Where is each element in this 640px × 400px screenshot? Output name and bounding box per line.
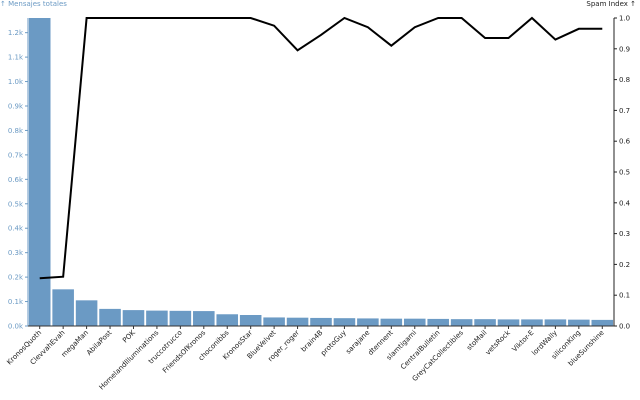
bar-stoMail <box>474 319 496 326</box>
bar-slamtigami <box>403 318 426 326</box>
x-tick-label: stoMail <box>465 329 488 352</box>
y-right-tick-label: 0.1 <box>619 292 630 300</box>
spam-index-line <box>39 16 603 280</box>
y-left-tick-label: 0.8k <box>8 127 24 135</box>
bar-FriendsOfKronos <box>193 311 215 326</box>
bar-siliconKing <box>568 319 590 326</box>
bar-KronosStar <box>239 315 262 326</box>
x-tick-label: POK <box>121 328 137 344</box>
bar-truccotrucco <box>169 310 192 326</box>
y-left-tick-label: 0.1k <box>8 298 24 306</box>
bar-choconibbs <box>216 314 239 326</box>
y-axis-left-title: ↑ Mensajes totales <box>0 0 67 8</box>
bar-dtennent <box>380 318 403 326</box>
bar-lordWally <box>544 319 567 326</box>
y-right-tick-label: 0.8 <box>619 76 630 84</box>
y-right-tick-label: 0.5 <box>619 169 630 177</box>
bar-Viktor-E <box>521 319 543 326</box>
y-axis-left: 0.0k 0.1k 0.2k 0.3k 0.4k 0.5k 0.6k 0.7k 0.8k 0.9k… <box>8 18 29 331</box>
y-left-tick-label: 0.0k <box>8 323 24 331</box>
bar-BlueVelvet <box>263 317 285 326</box>
y-axis-right-title: Spam Index ↑ <box>586 0 636 8</box>
y-left-tick-label: 1.1k <box>8 54 24 62</box>
bar-blueSunshine <box>591 319 614 326</box>
y-right-tick-label: 1.0 <box>619 15 630 23</box>
y-axis-right: 0.0 0.1 0.2 0.3 0.4 0.5 0.6 0.7 0.8 0.9 1.0 <box>613 15 631 331</box>
bar-ClevvahEvah <box>52 289 74 326</box>
y-right-tick-label: 0.4 <box>619 199 631 207</box>
y-right-tick-label: 0.0 <box>619 323 630 331</box>
bar-KronosQuoth <box>28 18 51 326</box>
y-left-tick-label: 0.9k <box>8 103 24 111</box>
x-tick-label: FriendsOfKronos <box>161 329 207 375</box>
bar-sarajane <box>357 318 379 326</box>
y-left-tick-label: 0.5k <box>8 200 24 208</box>
bar-GreyCatCollectibles <box>450 319 473 326</box>
bar-protoGuy <box>333 318 356 326</box>
bar-HomelandIlluminations <box>146 310 168 326</box>
bar-POK <box>122 310 145 326</box>
bar-vetsRock <box>497 319 520 326</box>
bar-megaMan <box>75 300 98 326</box>
y-left-tick-label: 0.4k <box>8 225 24 233</box>
bar-roger_roger <box>286 317 309 326</box>
bar-brain4B <box>310 317 332 326</box>
bar-CentralBulletin <box>427 318 449 326</box>
y-right-tick-label: 0.7 <box>619 107 630 115</box>
y-left-tick-label: 0.7k <box>8 151 24 159</box>
y-right-tick-label: 0.6 <box>619 138 631 146</box>
y-left-tick-label: 0.6k <box>8 176 24 184</box>
line-layer <box>39 16 603 280</box>
y-left-tick-label: 0.2k <box>8 274 24 282</box>
x-tick-label: vetsRock <box>484 328 513 357</box>
x-tick-label: AbilaPost <box>85 329 114 358</box>
y-right-tick-label: 0.9 <box>619 45 630 53</box>
bar-AbilaPost <box>99 308 121 326</box>
y-left-tick-label: 1.2k <box>8 29 24 37</box>
bars-layer <box>28 18 614 326</box>
y-right-tick-label: 0.3 <box>619 230 630 238</box>
y-left-tick-label: 1.0k <box>8 78 24 86</box>
y-left-tick-label: 0.3k <box>8 249 24 257</box>
y-right-tick-label: 0.2 <box>619 261 630 269</box>
x-tick-label: protoGuy <box>319 329 348 358</box>
